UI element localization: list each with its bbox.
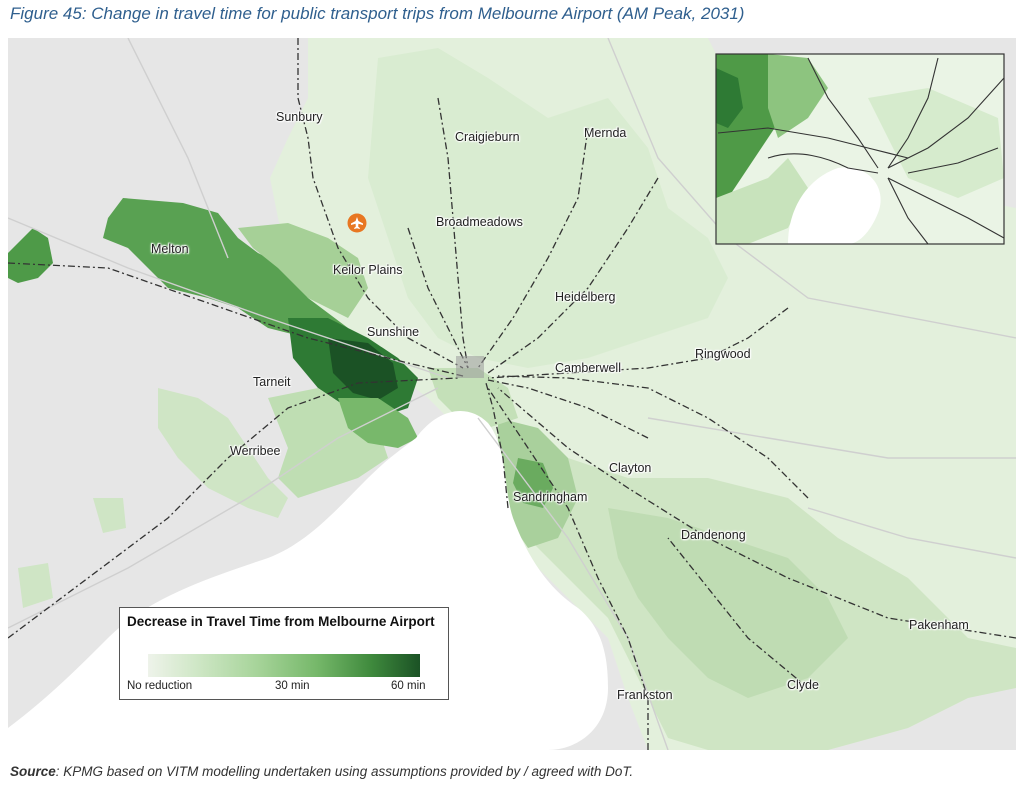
- west-patch-tiny: [18, 563, 53, 608]
- rail-belgrave: [487, 307, 789, 379]
- source-label: Source: [10, 764, 56, 779]
- rail-craigieburn: [437, 97, 469, 369]
- rail-sandringham: [485, 382, 509, 509]
- rail-frankston: [487, 387, 649, 750]
- legend-tick-mid: 30 min: [275, 680, 310, 692]
- rail-lilydale: [497, 375, 809, 499]
- west-patch-small: [93, 498, 126, 533]
- place-label-heidelberg: Heidelberg: [555, 290, 616, 304]
- road-network: [8, 38, 1016, 750]
- rail-mernda: [477, 127, 589, 369]
- far-west-patch: [8, 228, 53, 283]
- place-label-keilor-plains: Keilor Plains: [333, 263, 403, 277]
- place-label-pakenham: Pakenham: [909, 618, 969, 632]
- rail-glen-waverley: [487, 379, 649, 439]
- sunshine-darkest: [328, 338, 398, 400]
- rail-werribee: [8, 377, 459, 639]
- place-label-melton: Melton: [151, 242, 189, 256]
- melton-light: [238, 223, 368, 318]
- place-label-dandenong: Dandenong: [681, 528, 746, 542]
- place-label-ringwood: Ringwood: [695, 347, 751, 361]
- werribee-green: [158, 388, 288, 518]
- rail-hurstbridge: [487, 177, 659, 374]
- figure-title: Figure 45: Change in travel time for pub…: [10, 4, 745, 23]
- source-note: Source: KPMG based on VITM modelling und…: [10, 764, 633, 779]
- rail-pakenham: [497, 387, 1016, 639]
- inner-south-green: [428, 368, 518, 428]
- place-label-broadmeadows: Broadmeadows: [436, 215, 523, 229]
- rail-cranbourne: [667, 537, 809, 689]
- place-label-camberwell: Camberwell: [555, 361, 621, 375]
- place-label-tarneit: Tarneit: [253, 375, 291, 389]
- rail-melton: [8, 262, 464, 377]
- legend-tick-min: No reduction: [127, 680, 193, 692]
- place-label-frankston: Frankston: [617, 688, 673, 702]
- airport-icon[interactable]: [347, 213, 367, 233]
- place-label-werribee: Werribee: [230, 444, 281, 458]
- inset-map: [715, 53, 1005, 245]
- north-light-green: [368, 48, 728, 368]
- map-legend: Decrease in Travel Time from Melbourne A…: [119, 607, 449, 700]
- place-label-clyde: Clyde: [787, 678, 819, 692]
- dandenong-green: [608, 508, 848, 698]
- cbd-area: [456, 356, 484, 378]
- legend-tick-max: 60 min: [391, 680, 426, 692]
- west-mid: [338, 398, 418, 448]
- rail-sunbury: [297, 38, 464, 369]
- place-label-craigieburn: Craigieburn: [455, 130, 520, 144]
- rail-upfield: [407, 227, 469, 369]
- place-label-sandringham: Sandringham: [513, 490, 588, 504]
- place-label-sunbury: Sunbury: [276, 110, 323, 124]
- place-label-mernda: Mernda: [584, 126, 627, 140]
- place-label-sunshine: Sunshine: [367, 325, 420, 339]
- source-text: : KPMG based on VITM modelling undertake…: [55, 764, 634, 779]
- place-label-clayton: Clayton: [609, 461, 652, 475]
- melton-green: [103, 198, 348, 348]
- rail-lines: [8, 38, 1016, 750]
- legend-color-ramp: [148, 654, 420, 677]
- legend-title: Decrease in Travel Time from Melbourne A…: [127, 614, 435, 629]
